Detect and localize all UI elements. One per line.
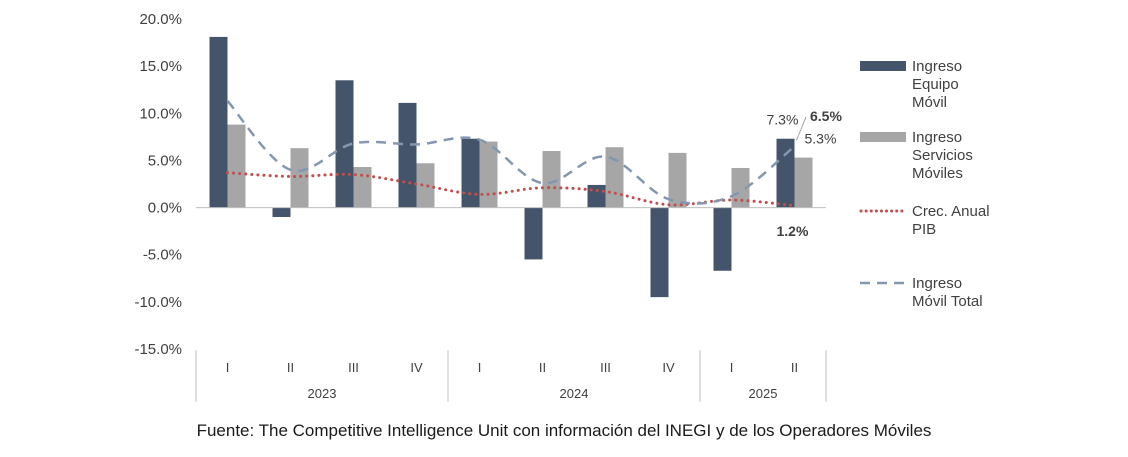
legend-label: Crec. Anual [912,203,990,220]
bar-servicios-moviles [416,163,435,208]
y-tick-label: 15.0% [139,58,182,75]
x-tick-label: II [539,360,546,375]
legend-label: Ingreso [912,275,962,292]
legend-label: Equipo [912,76,959,93]
lines-layer [226,100,796,208]
bar-servicios-moviles [794,157,813,208]
bar-equipo-movil [713,207,732,271]
legend-label: PIB [912,221,936,238]
bar-servicios-moviles [668,152,687,208]
x-tick-label: I [730,360,734,375]
year-group-label: 2025 [749,386,778,401]
bar-servicios-moviles [353,167,372,208]
year-group-label: 2023 [308,386,337,401]
bar-equipo-movil [461,138,480,208]
y-tick-label: -15.0% [134,341,182,358]
legend-swatch [860,132,906,142]
annotation-leader-line [796,116,807,141]
bar-servicios-moviles [605,147,624,208]
legend-label: Servicios [912,147,973,164]
bar-equipo-movil [398,102,417,208]
legend-label: Móvil Total [912,293,983,310]
legend-label: Ingreso [912,129,962,146]
bar-equipo-movil [524,207,543,260]
x-tick-label: I [226,360,230,375]
year-group-label: 2024 [560,386,589,401]
x-tick-label: IV [410,360,423,375]
x-tick-label: IV [662,360,675,375]
x-tick-label: III [600,360,611,375]
annotation-total-label: 6.5% [810,108,842,124]
annotations-layer: 6.5% 7.3% 5.3% 1.2% [767,108,843,239]
annotation-equipo-label: 7.3% [767,112,799,128]
y-tick-label: 0.0% [148,200,182,217]
y-tick-labels: 20.0% 15.0% 10.0% 5.0% 0.0% -5.0% -10.0% -15.0% [134,11,182,358]
bar-equipo-movil [587,184,606,208]
bars-layer [209,36,813,298]
legend-label: Móvil [912,94,947,111]
axis-layer [195,207,827,402]
bar-servicios-moviles [731,167,750,208]
bar-servicios-moviles [227,124,246,208]
bar-servicios-moviles [479,141,498,208]
legend-label: Móviles [912,165,963,182]
annotation-pib-label: 1.2% [777,223,809,239]
source-note: Fuente: The Competitive Intelligence Uni… [196,421,932,440]
bar-equipo-movil [776,138,795,208]
y-tick-label: 5.0% [148,152,182,169]
y-tick-label: 20.0% [139,11,182,28]
bar-equipo-movil [272,207,291,217]
y-tick-label: -5.0% [143,247,182,264]
y-tick-label: -10.0% [134,294,182,311]
x-tick-label: II [791,360,798,375]
bar-equipo-movil [650,207,669,298]
bar-servicios-moviles [290,148,309,208]
bar-servicios-moviles [542,151,561,208]
x-tick-label: II [287,360,294,375]
legend-swatch [860,61,906,71]
legend-label: Ingreso [912,58,962,75]
annotation-servicios-label: 5.3% [805,131,837,147]
bar-equipo-movil [209,36,228,208]
y-tick-label: 10.0% [139,105,182,122]
legend: IngresoEquipoMóvilIngresoServiciosMóvile… [859,58,990,310]
line-ingreso-movil-total [226,100,796,205]
x-tick-label: I [478,360,482,375]
chart: 20.0% 15.0% 10.0% 5.0% 0.0% -5.0% -10.0% -15.0%… [134,11,990,402]
line-crec-anual-pib [226,171,796,208]
x-tick-label: III [348,360,359,375]
